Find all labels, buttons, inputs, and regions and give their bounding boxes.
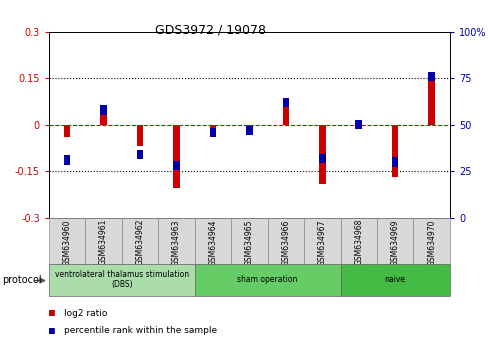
Text: sham operation: sham operation — [237, 275, 297, 284]
Bar — [194, 218, 231, 264]
Text: GSM634965: GSM634965 — [244, 219, 253, 266]
Bar — [173, 161, 180, 170]
Bar — [318, 125, 325, 184]
Bar — [85, 218, 122, 264]
Bar — [318, 154, 325, 163]
Text: naive: naive — [384, 275, 405, 284]
Bar — [231, 218, 267, 264]
Text: log2 ratio: log2 ratio — [63, 309, 107, 318]
Bar — [427, 81, 434, 125]
Text: GSM634962: GSM634962 — [135, 219, 144, 266]
Text: ■: ■ — [49, 308, 55, 318]
Bar — [340, 264, 449, 296]
Bar — [355, 120, 361, 130]
Bar — [100, 105, 107, 115]
Text: GSM634968: GSM634968 — [353, 219, 363, 266]
Bar — [209, 127, 216, 137]
Bar — [245, 126, 252, 135]
Bar — [376, 218, 412, 264]
Text: GSM634966: GSM634966 — [281, 219, 290, 266]
Text: ventrolateral thalamus stimulation
(DBS): ventrolateral thalamus stimulation (DBS) — [55, 270, 188, 289]
Bar — [340, 218, 376, 264]
Bar — [158, 218, 194, 264]
Bar — [64, 155, 70, 165]
Bar — [173, 125, 180, 188]
Bar — [412, 218, 449, 264]
Text: GSM634960: GSM634960 — [62, 219, 71, 266]
Bar — [282, 98, 288, 107]
Bar — [267, 218, 304, 264]
Text: GSM634969: GSM634969 — [390, 219, 399, 266]
Bar — [137, 150, 143, 159]
Bar — [49, 218, 85, 264]
Bar — [304, 218, 340, 264]
Text: GSM634961: GSM634961 — [99, 219, 108, 266]
Text: ■: ■ — [49, 326, 55, 336]
Bar — [122, 218, 158, 264]
Text: GSM634967: GSM634967 — [317, 219, 326, 266]
Bar — [391, 157, 398, 167]
Bar — [100, 108, 107, 125]
Bar — [355, 125, 361, 128]
Bar — [245, 125, 252, 128]
Bar — [427, 72, 434, 81]
Bar — [194, 264, 340, 296]
Text: GSM634970: GSM634970 — [427, 219, 435, 266]
Text: GSM634963: GSM634963 — [172, 219, 181, 266]
Bar — [64, 125, 70, 137]
Text: protocol: protocol — [2, 275, 42, 285]
Text: percentile rank within the sample: percentile rank within the sample — [63, 326, 216, 336]
Bar — [391, 125, 398, 177]
Text: GDS3972 / 19078: GDS3972 / 19078 — [155, 23, 265, 36]
Bar — [49, 264, 194, 296]
Text: GSM634964: GSM634964 — [208, 219, 217, 266]
Bar — [209, 125, 216, 128]
Bar — [137, 125, 143, 147]
Bar — [282, 105, 288, 125]
